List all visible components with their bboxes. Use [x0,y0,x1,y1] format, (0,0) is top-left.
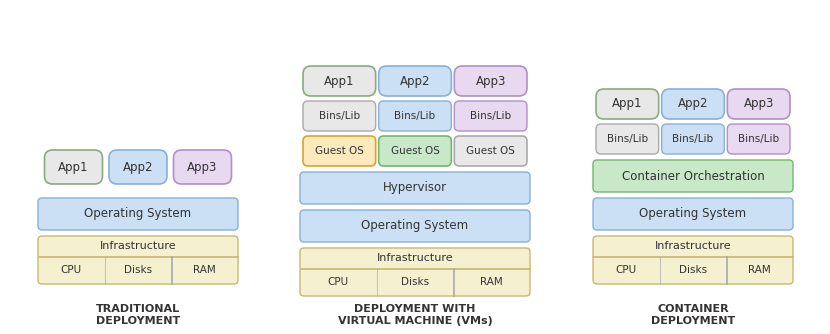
FancyBboxPatch shape [727,89,790,119]
Text: CONTAINER
DEPLOYMENT: CONTAINER DEPLOYMENT [651,304,735,326]
Text: Operating System: Operating System [361,219,469,232]
Text: App2: App2 [400,74,430,88]
FancyBboxPatch shape [662,89,725,119]
FancyBboxPatch shape [109,150,167,184]
Text: Infrastructure: Infrastructure [377,253,453,263]
FancyBboxPatch shape [593,198,793,230]
Text: App1: App1 [324,74,354,88]
FancyBboxPatch shape [593,236,793,284]
Text: Guest OS: Guest OS [391,146,439,156]
Text: Operating System: Operating System [85,207,192,220]
Text: Bins/Lib: Bins/Lib [470,111,511,121]
FancyBboxPatch shape [300,248,530,296]
Text: Bins/Lib: Bins/Lib [607,134,648,144]
FancyBboxPatch shape [378,101,452,131]
FancyBboxPatch shape [378,66,452,96]
Text: App2: App2 [678,98,708,111]
Text: Hypervisor: Hypervisor [383,181,447,194]
FancyBboxPatch shape [300,172,530,204]
Text: Infrastructure: Infrastructure [100,241,176,251]
Text: App3: App3 [744,98,774,111]
FancyBboxPatch shape [593,160,793,192]
FancyBboxPatch shape [38,198,238,230]
FancyBboxPatch shape [300,210,530,242]
FancyBboxPatch shape [662,124,725,154]
Text: App2: App2 [123,161,154,173]
Text: CPU: CPU [616,265,637,275]
FancyBboxPatch shape [303,66,376,96]
Text: Infrastructure: Infrastructure [655,241,731,251]
Text: Guest OS: Guest OS [315,146,364,156]
Text: App1: App1 [612,98,642,111]
FancyBboxPatch shape [727,124,790,154]
Text: TRADITIONAL
DEPLOYMENT: TRADITIONAL DEPLOYMENT [96,304,180,326]
Text: Disks: Disks [679,265,707,275]
FancyBboxPatch shape [38,236,238,284]
FancyBboxPatch shape [173,150,232,184]
Text: Guest OS: Guest OS [466,146,515,156]
Text: Operating System: Operating System [639,207,746,220]
FancyBboxPatch shape [303,136,376,166]
Bar [300,268,530,269]
FancyBboxPatch shape [454,101,527,131]
FancyBboxPatch shape [454,136,527,166]
Bar [38,256,238,257]
FancyBboxPatch shape [45,150,102,184]
FancyBboxPatch shape [596,89,659,119]
Text: Disks: Disks [401,277,429,287]
Bar [593,256,793,257]
Text: App3: App3 [476,74,505,88]
Text: CPU: CPU [61,265,82,275]
Text: Bins/Lib: Bins/Lib [394,111,436,121]
FancyBboxPatch shape [303,101,376,131]
Text: Bins/Lib: Bins/Lib [319,111,360,121]
Text: Container Orchestration: Container Orchestration [622,169,764,182]
Text: App3: App3 [188,161,217,173]
Text: CPU: CPU [328,277,349,287]
FancyBboxPatch shape [454,66,527,96]
Text: Bins/Lib: Bins/Lib [738,134,779,144]
FancyBboxPatch shape [596,124,659,154]
Text: App1: App1 [58,161,89,173]
FancyBboxPatch shape [378,136,452,166]
Text: Bins/Lib: Bins/Lib [672,134,714,144]
Text: DEPLOYMENT WITH
VIRTUAL MACHINE (VMs): DEPLOYMENT WITH VIRTUAL MACHINE (VMs) [338,304,492,326]
Text: Disks: Disks [124,265,152,275]
Text: RAM: RAM [481,277,503,287]
Text: RAM: RAM [193,265,216,275]
Text: RAM: RAM [749,265,771,275]
